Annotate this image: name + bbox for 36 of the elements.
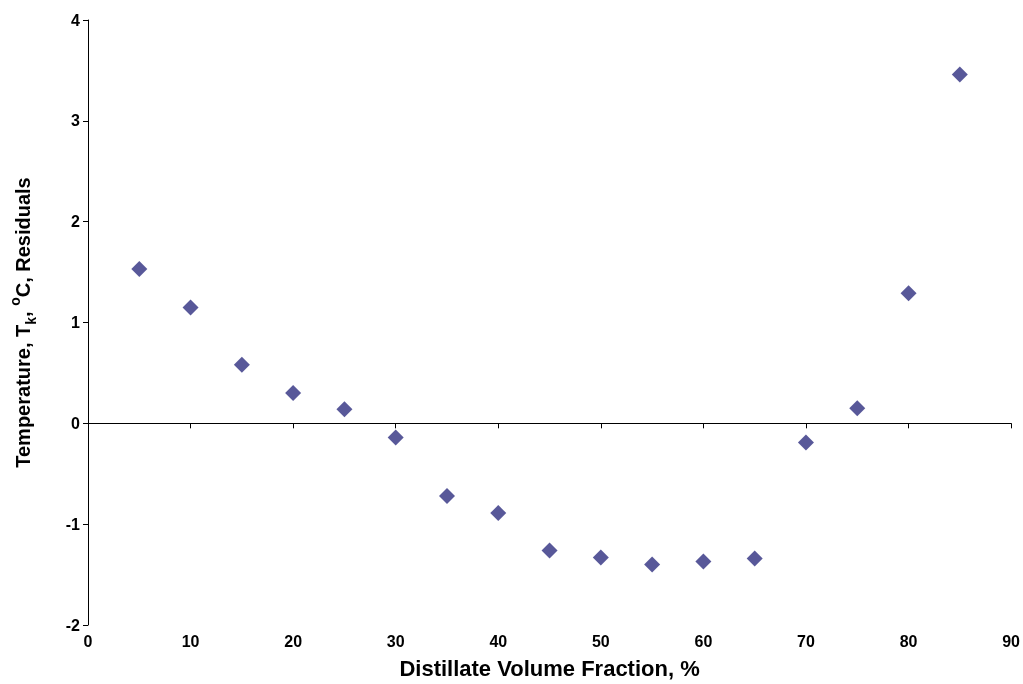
y-axis-title: Temperature, Tk, oC, Residuals (7, 177, 39, 468)
x-axis-title: Distillate Volume Fraction, % (399, 655, 700, 681)
y-tick-label: -2 (65, 616, 81, 634)
point (900, 285, 917, 302)
y-tick-label: -1 (65, 515, 81, 533)
point (951, 66, 968, 83)
point (131, 261, 148, 278)
x-tick-label: 30 (386, 632, 405, 650)
point (438, 487, 455, 504)
point (182, 299, 199, 316)
point (849, 400, 866, 417)
point (644, 556, 661, 573)
point (233, 356, 250, 373)
point (695, 553, 712, 570)
y-tick-label: 0 (71, 414, 81, 432)
point (490, 505, 507, 522)
x-tick-label: 60 (694, 632, 713, 650)
x-tick-label: 50 (591, 632, 610, 650)
x-tick-label: 0 (83, 632, 93, 650)
point (336, 401, 353, 418)
y-tick-label: 1 (71, 314, 81, 331)
y-tick-label: 2 (71, 213, 81, 231)
point (592, 549, 609, 566)
y-tick-label: 3 (71, 112, 81, 130)
x-tick-label: 20 (284, 632, 303, 650)
x-tick-label: 80 (899, 632, 918, 650)
point (746, 550, 763, 567)
point (285, 385, 302, 402)
x-tick-label: 70 (797, 632, 815, 650)
y-tick-label: 4 (71, 11, 81, 29)
point (797, 434, 814, 451)
point (541, 542, 558, 559)
x-tick-label: 40 (489, 632, 508, 650)
x-tick-label: 90 (1002, 632, 1021, 650)
x-tick-label: 10 (181, 632, 200, 650)
point (387, 429, 404, 446)
